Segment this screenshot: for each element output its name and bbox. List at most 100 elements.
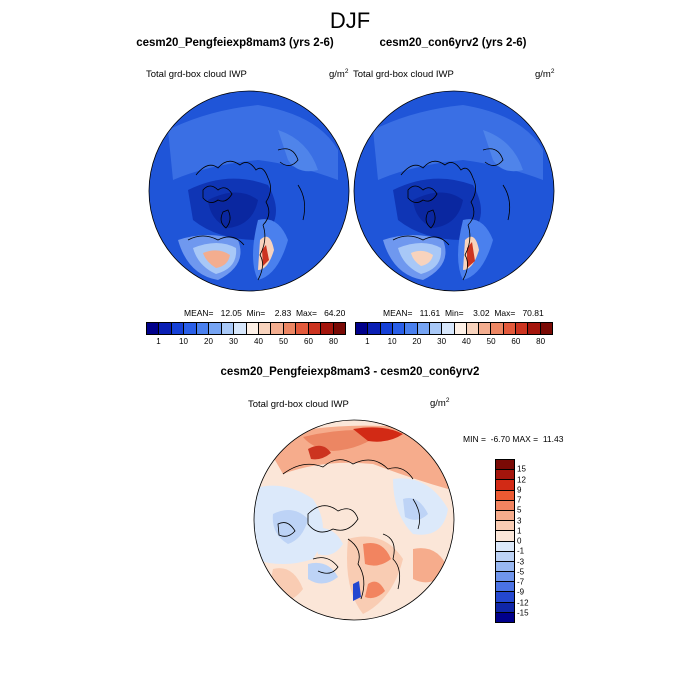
colorbar-tick-label: 20	[204, 337, 213, 346]
colorbar-tick-label: 40	[254, 337, 263, 346]
colorbar-swatch	[496, 500, 514, 511]
panel-1-colorbar-labels: 1 10 20 30 40 50 60 80	[146, 337, 346, 349]
colorbar-swatch	[258, 323, 272, 334]
colorbar-tick-label: 10	[387, 337, 397, 346]
colorbar-swatch	[380, 323, 393, 334]
colorbar-swatch	[368, 323, 381, 334]
panel-2-polar-map	[353, 90, 555, 292]
panel-3-variable: Total grd-box cloud IWP	[248, 399, 349, 410]
colorbar-swatch	[221, 323, 235, 334]
colorbar-swatch	[496, 531, 514, 542]
panel-1-units: g/m2	[329, 68, 349, 81]
panel-1-coastlines	[187, 148, 306, 281]
panel-3-coastlines	[277, 459, 421, 600]
panel-1-field	[149, 91, 349, 291]
colorbar-swatch	[466, 323, 480, 334]
colorbar-swatch	[417, 323, 430, 334]
colorbar-swatch	[296, 323, 309, 334]
colorbar-swatch	[321, 323, 334, 334]
colorbar-tick-label: 30	[229, 337, 238, 346]
panel-2-colorbar	[355, 322, 553, 335]
colorbar-swatch	[496, 490, 514, 501]
colorbar-tick-label: 1	[156, 337, 161, 346]
colorbar-swatch	[405, 323, 418, 334]
colorbar-tick-label: 5	[517, 505, 522, 515]
colorbar-swatch	[454, 323, 467, 334]
colorbar-swatch	[429, 323, 443, 334]
panel-3-polar-map	[253, 419, 455, 621]
panel-2-units: g/m2	[535, 68, 555, 81]
panel-3-title: cesm20_Pengfeiexp8mam3 - cesm20_con6yrv2	[220, 366, 480, 378]
colorbar-swatch	[496, 541, 514, 552]
colorbar-swatch	[496, 551, 514, 562]
colorbar-swatch	[496, 561, 514, 573]
colorbar-swatch	[479, 323, 492, 334]
panel-2-title: cesm20_con6yrv2 (yrs 2-6)	[379, 37, 527, 49]
colorbar-swatch	[196, 323, 210, 334]
colorbar-swatch	[496, 602, 514, 613]
colorbar-swatch	[528, 323, 541, 334]
colorbar-tick-label: 15	[517, 464, 526, 474]
panel-2-stats: MEAN= 11.61 Min= 3.02 Max= 70.81	[383, 308, 544, 318]
colorbar-tick-label: 50	[279, 337, 288, 346]
colorbar-swatch	[442, 323, 455, 334]
colorbar-swatch	[356, 323, 369, 334]
colorbar-swatch	[209, 323, 222, 334]
colorbar-tick-label: 10	[179, 337, 188, 346]
panel-1-polar-map	[148, 90, 350, 292]
panel-2-variable: Total grd-box cloud IWP	[353, 69, 454, 80]
colorbar-tick-label: 40	[461, 337, 471, 346]
panel-3-units: g/m2	[430, 397, 450, 410]
colorbar-swatch	[246, 323, 259, 334]
colorbar-swatch	[392, 323, 406, 334]
panel-1-title: cesm20_Pengfeiexp8mam3 (yrs 2-6)	[136, 37, 334, 49]
panel-3-field	[254, 420, 454, 620]
colorbar-swatch	[496, 612, 514, 622]
colorbar-swatch	[308, 323, 322, 334]
colorbar-tick-label: -7	[517, 577, 525, 587]
panel-3-colorbar-labels: 15 12 9 7 5 3 1 0 -1 -3 -5 -7 -9 -12 -15	[517, 459, 547, 623]
panel-1-variable: Total grd-box cloud IWP	[146, 69, 247, 80]
colorbar-swatch	[184, 323, 197, 334]
colorbar-swatch	[491, 323, 504, 334]
colorbar-swatch	[496, 510, 514, 522]
colorbar-swatch	[496, 460, 514, 471]
panel-2-field	[354, 91, 554, 291]
colorbar-tick-label: 80	[329, 337, 338, 346]
colorbar-tick-label: -15	[517, 608, 529, 618]
colorbar-tick-label: -5	[517, 567, 525, 577]
colorbar-swatch	[496, 521, 514, 532]
colorbar-tick-label: 20	[412, 337, 422, 346]
colorbar-tick-label: -12	[517, 598, 529, 607]
colorbar-tick-label: 0	[517, 536, 522, 546]
colorbar-swatch	[496, 572, 514, 583]
colorbar-tick-label: -3	[517, 557, 525, 566]
colorbar-tick-label: -1	[517, 546, 525, 556]
colorbar-tick-label: -9	[517, 587, 525, 597]
colorbar-swatch	[147, 323, 160, 334]
colorbar-tick-label: 9	[517, 485, 522, 495]
colorbar-swatch	[271, 323, 284, 334]
colorbar-tick-label: 80	[536, 337, 546, 346]
colorbar-swatch	[503, 323, 517, 334]
colorbar-swatch	[540, 323, 552, 334]
colorbar-swatch	[516, 323, 529, 334]
colorbar-tick-label: 30	[437, 337, 447, 346]
colorbar-tick-label: 3	[517, 516, 522, 525]
colorbar-tick-label: 7	[517, 495, 522, 505]
panel-1-colorbar	[146, 322, 346, 335]
colorbar-tick-label: 1	[365, 337, 370, 346]
colorbar-tick-label: 1	[517, 526, 522, 536]
colorbar-tick-label: 12	[517, 475, 526, 484]
colorbar-swatch	[496, 480, 514, 491]
colorbar-swatch	[159, 323, 172, 334]
colorbar-tick-label: 50	[486, 337, 496, 346]
colorbar-swatch	[333, 323, 345, 334]
colorbar-swatch	[283, 323, 297, 334]
colorbar-tick-label: 60	[304, 337, 313, 346]
figure-title: DJF	[329, 8, 371, 33]
panel-3-colorbar	[495, 459, 515, 623]
colorbar-tick-label: 60	[511, 337, 521, 346]
colorbar-swatch	[496, 592, 514, 603]
panel-2-colorbar-labels: 1 10 20 30 40 50 60 80	[355, 337, 553, 349]
